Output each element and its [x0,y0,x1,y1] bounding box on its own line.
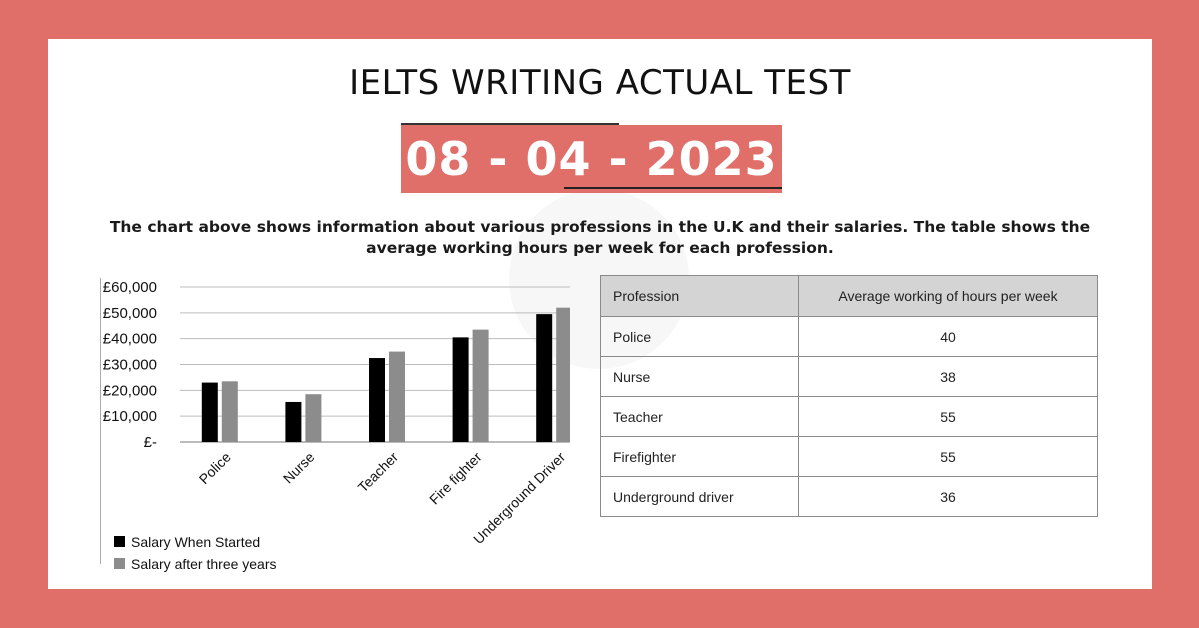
bar-three-years [221,381,238,442]
table-row: Firefighter 55 [600,436,1098,477]
row-hours: 55 [798,436,1098,477]
legend-label: Salary after three years [131,556,277,572]
bar-started [285,401,302,442]
category-label: Police [196,449,234,487]
row-hours: 55 [798,396,1098,437]
row-profession: Police [600,316,799,357]
bar-started [452,337,469,442]
y-tick-label: £60,000 [103,279,157,296]
date-banner: 08 - 04 - 2023 [401,123,782,193]
bar-started [369,358,385,442]
working-hours-table: Profession Average working of hours per … [600,275,1098,517]
y-tick-label: £20,000 [103,382,157,399]
bar-three-years [556,307,570,442]
bar-started [536,314,553,442]
bar-three-years [389,351,405,442]
table-row: Teacher 55 [600,396,1098,437]
row-profession: Underground driver [600,476,799,517]
legend-swatch [114,558,125,569]
y-tick-label: £10,000 [103,408,157,425]
bar-started [201,382,218,442]
row-profession: Teacher [600,396,799,437]
bar-three-years [305,394,322,442]
category-label: Underground Driver [470,449,568,547]
row-profession: Firefighter [600,436,799,477]
table-row: Nurse 38 [600,356,1098,397]
header-average-hours: Average working of hours per week [798,275,1098,317]
table-row: Underground driver 36 [600,476,1098,517]
table-row: Police 40 [600,316,1098,357]
y-tick-label: £40,000 [103,331,157,348]
header-profession: Profession [600,275,799,317]
content-card: IELTS WRITING ACTUAL TEST 08 - 04 - 2023… [48,39,1152,589]
y-tick-label: £50,000 [103,305,157,322]
category-label: Fire fighter [426,449,485,508]
chart-description: The chart above shows information about … [109,218,1091,257]
date-decor-line-top [401,123,619,125]
page-title: IELTS WRITING ACTUAL TEST [349,63,851,103]
category-label: Nurse [280,449,318,487]
y-tick-label: £- [144,434,157,451]
row-hours: 38 [798,356,1098,397]
test-date: 08 - 04 - 2023 [401,125,782,193]
legend-label: Salary When Started [131,534,260,550]
category-label: Teacher [355,449,402,496]
row-hours: 36 [798,476,1098,517]
date-decor-line-bottom [564,187,782,189]
bar-three-years [472,329,489,442]
row-hours: 40 [798,316,1098,357]
table-header-row: Profession Average working of hours per … [600,275,1098,317]
y-tick-label: £30,000 [103,357,157,374]
legend-swatch [114,536,125,547]
salary-bar-chart: £- £10,000 £20,000 £30,000 £40,000 £50,000 £60… [100,278,570,572]
row-profession: Nurse [600,356,799,397]
